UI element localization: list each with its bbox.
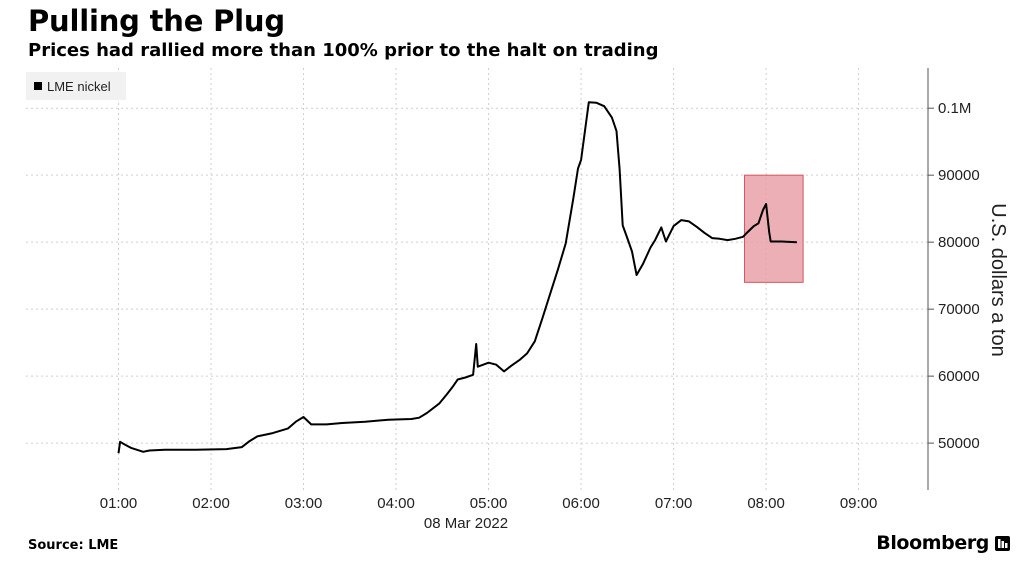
- y-tick-label: 80000: [938, 234, 980, 251]
- x-tick-label: 06:00: [562, 495, 600, 512]
- source-note: Source: LME: [28, 538, 119, 553]
- y-tick-label: 70000: [938, 301, 980, 318]
- x-tick-label: 08:00: [747, 495, 785, 512]
- x-axis-date-label: 08 Mar 2022: [424, 515, 508, 532]
- series-line-lme-nickel: [117, 101, 797, 454]
- x-tick-label: 04:00: [377, 495, 415, 512]
- x-tick-label: 02:00: [192, 495, 230, 512]
- x-tick-label: 09:00: [840, 495, 878, 512]
- legend-label: LME nickel: [47, 79, 111, 94]
- chart-subtitle: Prices had rallied more than 100% prior …: [28, 40, 659, 61]
- brand-name: Bloomberg: [876, 532, 989, 554]
- legend: LME nickel: [26, 72, 126, 100]
- legend-swatch: [34, 82, 42, 90]
- y-tick-label: 60000: [938, 368, 980, 385]
- highlight-layer: [744, 174, 804, 283]
- axes: 01:00 02:00 03:00 04:00 05:00 06:00 07:00 08:00…: [100, 68, 1009, 532]
- x-tick-label: 07:00: [655, 495, 693, 512]
- x-tick-label: 05:00: [470, 495, 508, 512]
- bloomberg-terminal-icon: [995, 535, 1010, 551]
- grid-lines: [26, 68, 928, 490]
- brand-logo: Bloomberg: [876, 532, 1010, 554]
- x-tick-label: 01:00: [100, 495, 138, 512]
- y-tick-label: 90000: [938, 167, 980, 184]
- y-tick-label: 50000: [938, 435, 980, 452]
- y-tick-label: 0.1M: [938, 100, 971, 117]
- highlight-region: [744, 174, 804, 283]
- legend-box: [26, 72, 126, 100]
- series-layer: [117, 101, 797, 454]
- x-tick-label: 03:00: [285, 495, 323, 512]
- chart-title: Pulling the Plug: [28, 4, 285, 38]
- y-axis-title: U.S. dollars a ton: [987, 203, 1009, 356]
